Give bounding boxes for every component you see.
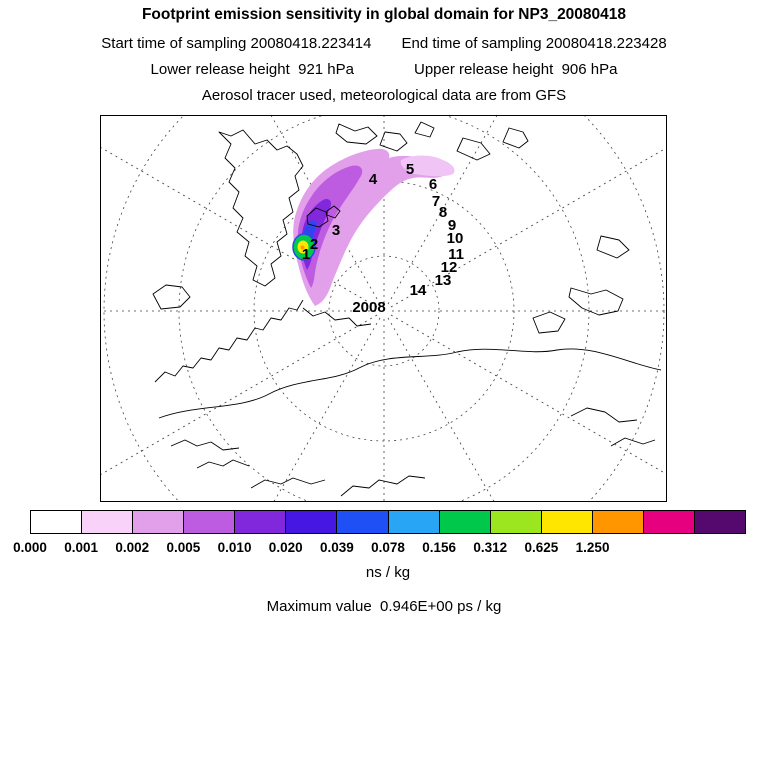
tracer-info-line: Aerosol tracer used, meteorological data… [201,87,567,104]
colorbar [30,510,746,534]
colorbar-tick-label: 0.001 [64,540,99,555]
coastline-norway [154,299,304,383]
trajectory-point-label: 12 [441,259,458,276]
colorbar-tick-label: 0.000 [13,540,47,555]
coastline-chukotka [532,311,566,334]
colorbar-tick-label: 0.005 [166,540,201,555]
upper-release-text: Upper release height 906 hPa [414,61,618,78]
release-height-line: Lower release height 921 hPa Upper relea… [0,61,768,78]
coastline-siberia [158,348,662,419]
colorbar-cell [31,511,83,533]
meridian-line [273,317,381,501]
colorbar-cell [592,511,644,533]
meridian-line [270,116,381,305]
colorbar-tick-label: 0.312 [473,540,508,555]
coastline-alaska [568,287,624,316]
trajectory-point-label: 3 [332,222,340,239]
colorbar-cell [235,511,287,533]
meridian-line [387,317,495,501]
sampling-time-line: Start time of sampling 20080418.223414 E… [0,35,768,52]
latitude-circle [328,255,440,367]
coastline-bottom-right [570,407,638,423]
trajectory-point-label: 1 [302,246,310,263]
coastline-europe [196,459,250,469]
colorbar-tick-label: 1.250 [575,540,610,555]
trajectory-point-label: 9 [448,217,456,234]
trajectory-point-label: 6 [429,176,437,193]
coastline-europe [170,439,240,451]
plume [292,148,455,306]
trajectory-point-label: 2 [310,236,318,253]
trajectory-point-label: 10 [447,230,464,247]
map-frame: 1 2 3 4 5 6 7 8 9 10 11 12 13 14 2008 [100,115,667,502]
colorbar-units: ns / kg [365,564,411,581]
colorbar-cell [133,511,185,533]
trajectory-point-label: 5 [406,161,414,178]
coastline-island-right [596,235,630,259]
colorbar-cell [490,511,542,533]
meridian-line [101,314,378,475]
max-value-line: Maximum value 0.946E+00 ps / kg [266,598,502,615]
coastline-bottom-right [610,437,656,447]
coastline-arctic-island [414,121,435,138]
lower-release-text: Lower release height 921 hPa [150,61,354,78]
trajectory-point-label: 11 [448,246,464,263]
coastline-europe [250,477,326,489]
plume-mid [297,165,363,288]
colorbar-cell [695,511,746,533]
colorbar-tick-label: 0.156 [422,540,457,555]
colorbar-cells [31,511,746,533]
colorbar-cell [643,511,696,533]
colorbar-tick-label: 0.020 [268,540,303,555]
coastline-arctic-island [502,127,529,149]
coastlines [152,121,662,497]
trajectory-point-label: 2008 [352,299,385,316]
plume-wisp [400,155,455,177]
colorbar-cell [337,511,389,533]
trajectory-point-label: 8 [439,204,447,221]
coastline-svalbard [326,205,341,219]
end-time-text: End time of sampling 20080418.223428 [401,35,667,52]
coastline-kola [302,307,372,327]
coastline-iceland [152,284,191,310]
colorbar-tick-label: 0.002 [115,540,150,555]
coastline-greenland [218,129,304,287]
colorbar-cell [82,511,134,533]
colorbar-tick-label: 0.625 [524,540,559,555]
meridian-line [390,314,666,475]
coastline-arctic-island [335,123,378,145]
trajectory-point-label: 7 [432,193,440,210]
colorbar-cell [184,511,236,533]
trajectory-point-label: 4 [369,171,378,188]
colorbar-tick-label: 0.078 [371,540,405,555]
start-time-text: Start time of sampling 20080418.223414 [101,35,372,52]
trajectory-point-label: 14 [410,282,427,299]
coastline-arctic-island [456,137,491,161]
colorbar-cell [439,511,491,533]
colorbar-tick-label: 0.039 [319,540,354,555]
coastline-bottom [340,475,426,497]
coastline-arctic-island [379,131,408,152]
colorbar-labels: 0.000 0.001 0.002 0.005 0.010 0.020 0.039 0.078… [13,540,746,558]
plot-title: Footprint emission sensitivity in global… [141,6,627,23]
coastline-svalbard [306,207,329,228]
meridian-line [387,116,498,305]
plume-orange-core [300,245,305,250]
colorbar-tick-label: 0.010 [217,540,252,555]
colorbar-cell [286,511,338,533]
colorbar-cell [388,511,440,533]
colorbar-cell [541,511,593,533]
trajectory-point-label: 13 [435,272,452,289]
